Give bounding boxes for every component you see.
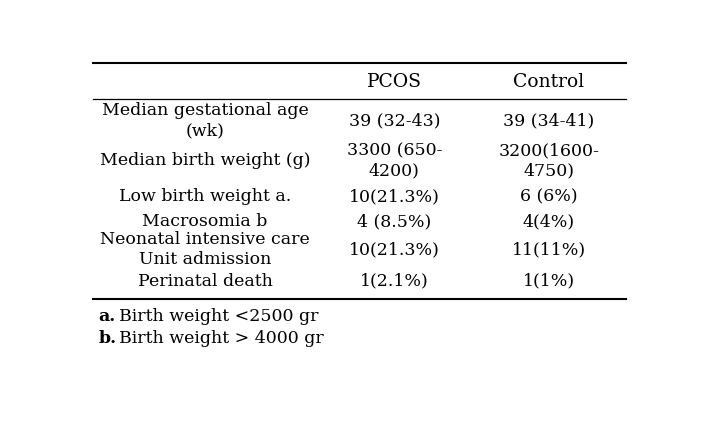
Text: 6 (6%): 6 (6%) xyxy=(520,188,578,205)
Text: 4 (8.5%): 4 (8.5%) xyxy=(357,213,432,230)
Text: 3200(1600-
4750): 3200(1600- 4750) xyxy=(498,143,600,179)
Text: 10(21.3%): 10(21.3%) xyxy=(349,241,440,258)
Text: Control: Control xyxy=(513,73,585,91)
Text: Median gestational age
(wk): Median gestational age (wk) xyxy=(102,102,309,139)
Text: Birth weight <2500 gr: Birth weight <2500 gr xyxy=(119,308,319,325)
Text: b.: b. xyxy=(98,330,117,347)
Text: Low birth weight a.: Low birth weight a. xyxy=(119,188,291,205)
Text: 10(21.3%): 10(21.3%) xyxy=(349,188,440,205)
Text: 1(1%): 1(1%) xyxy=(523,273,575,290)
Text: 3300 (650-
4200): 3300 (650- 4200) xyxy=(347,143,442,179)
Text: a.: a. xyxy=(98,308,116,325)
Text: PCOS: PCOS xyxy=(367,73,422,91)
Text: 39 (32-43): 39 (32-43) xyxy=(349,112,440,129)
Text: 11(11%): 11(11%) xyxy=(512,241,586,258)
Text: Birth weight > 4000 gr: Birth weight > 4000 gr xyxy=(119,330,324,347)
Text: Perinatal death: Perinatal death xyxy=(138,273,272,290)
Text: 1(2.1%): 1(2.1%) xyxy=(360,273,429,290)
Text: Neonatal intensive care
Unit admission: Neonatal intensive care Unit admission xyxy=(100,232,310,268)
Text: Macrosomia b: Macrosomia b xyxy=(143,213,268,230)
Text: 4(4%): 4(4%) xyxy=(523,213,575,230)
Text: Median birth weight (g): Median birth weight (g) xyxy=(100,152,310,169)
Text: 39 (34-41): 39 (34-41) xyxy=(503,112,595,129)
